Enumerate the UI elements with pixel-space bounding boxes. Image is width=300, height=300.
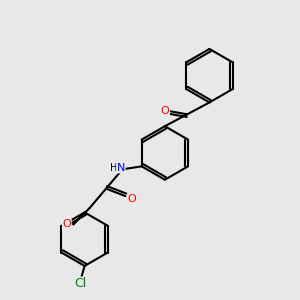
Text: H: H xyxy=(110,163,118,173)
Text: O: O xyxy=(62,219,71,229)
Text: N: N xyxy=(117,163,125,173)
Text: O: O xyxy=(160,106,169,116)
Text: O: O xyxy=(128,194,136,204)
Text: Cl: Cl xyxy=(74,277,86,290)
